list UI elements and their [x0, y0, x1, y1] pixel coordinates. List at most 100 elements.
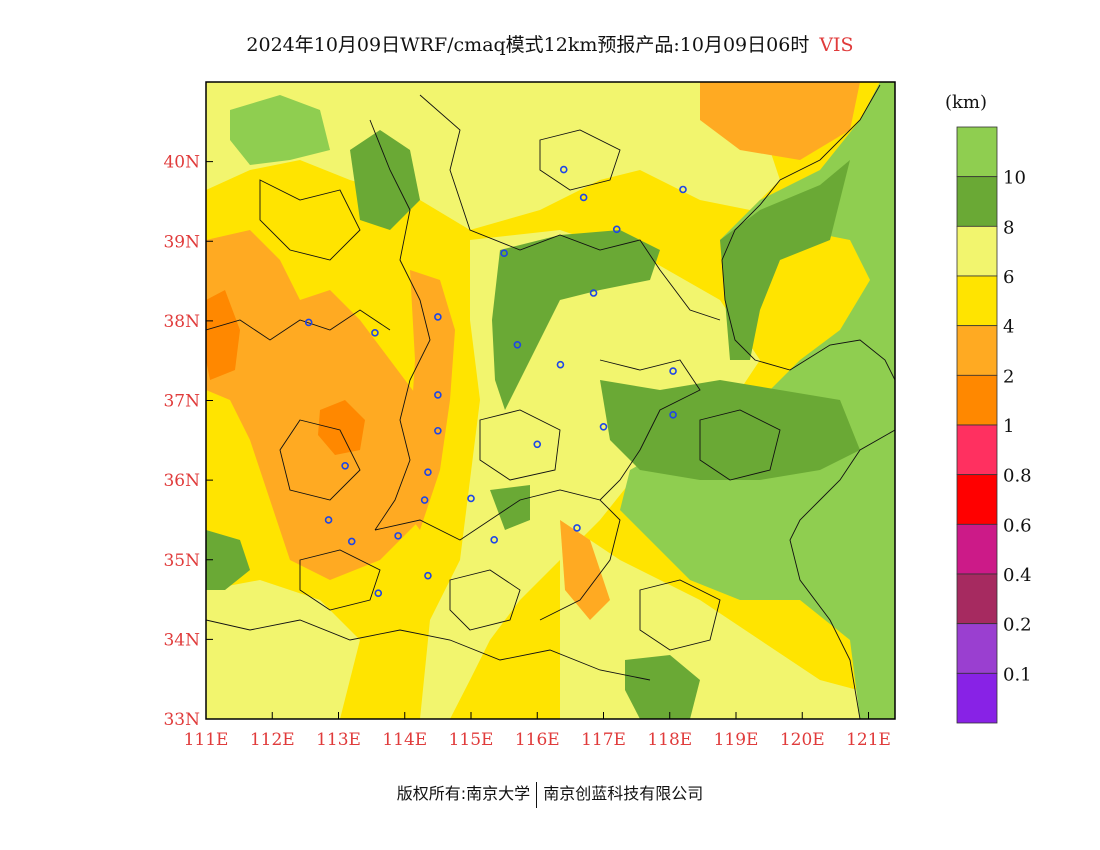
city-marker — [424, 468, 432, 476]
colorbar-label: 1 — [1003, 416, 1014, 437]
city-marker — [347, 537, 356, 546]
field-1-2km-patch — [318, 400, 365, 455]
colorbar-swatch — [956, 623, 998, 674]
city-marker — [589, 289, 598, 297]
city-marker — [424, 571, 432, 580]
copyright-footer: 版权所有:南京大学 南京创蓝科技有限公司 — [0, 780, 1100, 808]
colorbar-unit: (km) — [945, 92, 987, 113]
boundary-county-8 — [639, 579, 721, 651]
city-marker — [434, 313, 442, 321]
city-marker — [341, 461, 349, 470]
boundaries — [206, 84, 895, 719]
city-marker — [374, 589, 383, 597]
latitude-axis: 33N 34N 35N 36N 37N 38N 39N 40N — [163, 153, 213, 730]
field-2-4km-northeast — [700, 82, 860, 160]
boundary-county-4 — [479, 409, 561, 481]
x-tick-label: 112E — [250, 730, 295, 750]
colorbar: (km) 10 8 6 4 2 1 0.8 0.6 0.4 0.2 0.1 — [945, 92, 1032, 724]
city-marker — [324, 516, 333, 524]
footer-company: 南京创蓝科技有限公司 — [543, 784, 704, 803]
boundary-shandong — [599, 359, 701, 501]
coastline — [721, 84, 895, 381]
longitude-axis: 111E 112E 113E 114E 115E 116E 117E 118E 119E 120E… — [184, 712, 891, 750]
city-marker — [394, 532, 402, 540]
x-tick-label: 121E — [846, 730, 891, 750]
y-tick-label: 39N — [163, 232, 200, 252]
field-2-4km-west — [206, 230, 440, 580]
y-tick-label: 38N — [163, 312, 200, 332]
title-main: 2024年10月09日WRF/cmaq模式12km预报产品:10月09日06时 — [246, 34, 810, 56]
field-2-4km-southeast — [560, 520, 610, 620]
city-marker — [669, 367, 677, 375]
city-marker — [467, 494, 475, 503]
x-tick-label: 111E — [184, 730, 229, 750]
city-marker — [533, 440, 542, 449]
field-8-10km-north — [350, 130, 420, 230]
boundary-county-7 — [449, 569, 521, 631]
field-6-8km-north — [206, 82, 780, 230]
field-8-10km-coast — [720, 160, 850, 360]
colorbar-swatch — [956, 573, 998, 625]
title-variable: VIS — [819, 34, 854, 56]
colorbar-label: 0.8 — [1003, 466, 1032, 487]
field-2-4km-ridge — [405, 270, 455, 530]
colorbar-label: 0.1 — [1003, 664, 1032, 685]
y-tick-label: 37N — [163, 392, 200, 412]
colorbar-label: 6 — [1003, 267, 1014, 288]
colorbar-swatch — [956, 474, 998, 525]
field-6-8km-south — [206, 580, 360, 719]
field-8-10km-southwest — [206, 530, 250, 590]
city-marker — [490, 536, 498, 544]
footer-separator — [536, 781, 538, 808]
colorbar-label: 0.2 — [1003, 615, 1032, 636]
boundary-south — [206, 619, 651, 681]
y-tick-label: 36N — [163, 471, 200, 491]
city-marker — [500, 249, 508, 257]
boundary-henan — [374, 489, 621, 621]
colorbar-swatch — [956, 176, 998, 227]
boundary-county-1 — [259, 179, 361, 261]
colorbar-label: 0.4 — [1003, 565, 1032, 586]
colorbar-swatch — [956, 275, 998, 327]
footer-owner: 版权所有:南京大学 — [396, 784, 531, 803]
boundary-west — [206, 309, 391, 341]
boundary-hebei — [419, 94, 721, 321]
field-8-10km-northwest — [230, 95, 330, 165]
x-tick-label: 113E — [316, 730, 361, 750]
colorbar-swatch — [956, 126, 998, 178]
colorbar-label: 10 — [1003, 168, 1026, 189]
x-tick-label: 119E — [714, 730, 759, 750]
colorbar-label: 2 — [1003, 366, 1014, 387]
city-marker — [612, 225, 621, 234]
x-tick-label: 115E — [449, 730, 494, 750]
colorbar-label: 8 — [1003, 217, 1014, 238]
field-8-10km-shandong — [600, 380, 860, 480]
city-marker — [513, 340, 522, 349]
city-marker — [579, 193, 588, 202]
x-tick-label: 116E — [515, 730, 560, 750]
city-marker — [559, 165, 568, 174]
city-marker — [669, 411, 677, 419]
boundary-county-2 — [539, 129, 621, 191]
field-10km-sea — [620, 82, 895, 719]
field-8-10km-mid — [490, 485, 530, 530]
colorbar-swatch — [956, 325, 998, 376]
boundary-county-6 — [299, 549, 381, 611]
x-tick-label: 114E — [382, 730, 427, 750]
colorbar-label: 4 — [1003, 317, 1014, 338]
city-markers — [304, 165, 687, 597]
y-tick-label: 34N — [163, 630, 200, 650]
city-marker — [420, 496, 429, 504]
visibility-field — [206, 82, 895, 719]
coastline-south — [789, 429, 895, 719]
map-title: 2024年10月09日WRF/cmaq模式12km预报产品:10月09日06时 V… — [0, 30, 1100, 57]
city-marker — [434, 426, 442, 435]
colorbar-swatch — [956, 672, 998, 724]
field-8-10km-central — [492, 230, 660, 410]
colorbar-swatch — [956, 424, 998, 476]
city-marker — [371, 329, 379, 337]
boundary-shanxi — [369, 119, 431, 531]
city-marker — [556, 360, 565, 369]
field-1-2km-west — [206, 290, 240, 380]
